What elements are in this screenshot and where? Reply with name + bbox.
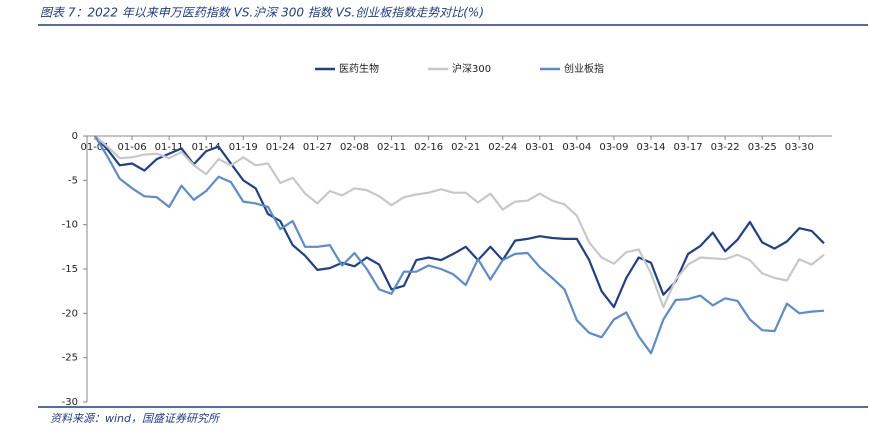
- legend-label: 医药生物: [339, 62, 379, 75]
- series-line: [94, 135, 825, 355]
- x-tick-label: 01-27: [303, 142, 332, 153]
- x-tick-label: 03-22: [711, 142, 740, 153]
- y-tick-label: -5: [68, 175, 78, 186]
- x-tick-label: 02-11: [377, 142, 406, 153]
- x-tick-label: 02-21: [451, 142, 480, 153]
- x-tick-label: 02-24: [488, 142, 517, 153]
- x-tick-label: 02-16: [414, 142, 443, 153]
- y-tick-label: -30: [62, 397, 78, 408]
- x-tick-label: 03-25: [748, 142, 777, 153]
- source: 资料来源：wind，国盛证券研究所: [50, 412, 221, 425]
- x-tick-label: 01-11: [155, 142, 184, 153]
- x-tick-label: 02-08: [340, 142, 369, 153]
- x-tick-label: 03-30: [785, 142, 814, 153]
- y-tick-label: -10: [62, 220, 78, 231]
- series-line: [94, 135, 825, 309]
- y-tick-label: -25: [62, 353, 78, 364]
- x-tick-label: 01-24: [266, 142, 295, 153]
- legend-label: 创业板指: [564, 62, 604, 75]
- x-tick-label: 03-14: [636, 142, 665, 153]
- x-tick-label: 01-01: [80, 142, 109, 153]
- x-tick-label: 03-01: [525, 142, 554, 153]
- y-tick-label: -20: [62, 308, 78, 319]
- x-tick-label: 03-04: [562, 142, 591, 153]
- x-tick-label: 01-14: [192, 142, 221, 153]
- x-tick-label: 01-06: [118, 142, 147, 153]
- y-tick-label: -15: [62, 264, 78, 275]
- x-tick-label: 01-19: [229, 142, 258, 153]
- x-tick-label: 03-17: [674, 142, 703, 153]
- x-tick-label: 03-09: [599, 142, 628, 153]
- y-tick-label: 0: [72, 131, 78, 142]
- series-line: [94, 135, 825, 309]
- legend-label: 沪深300: [452, 62, 491, 75]
- chart-title: 图表 7：2022 年以来申万医药指数 VS.沪深 300 指数 VS.创业板指…: [40, 6, 484, 20]
